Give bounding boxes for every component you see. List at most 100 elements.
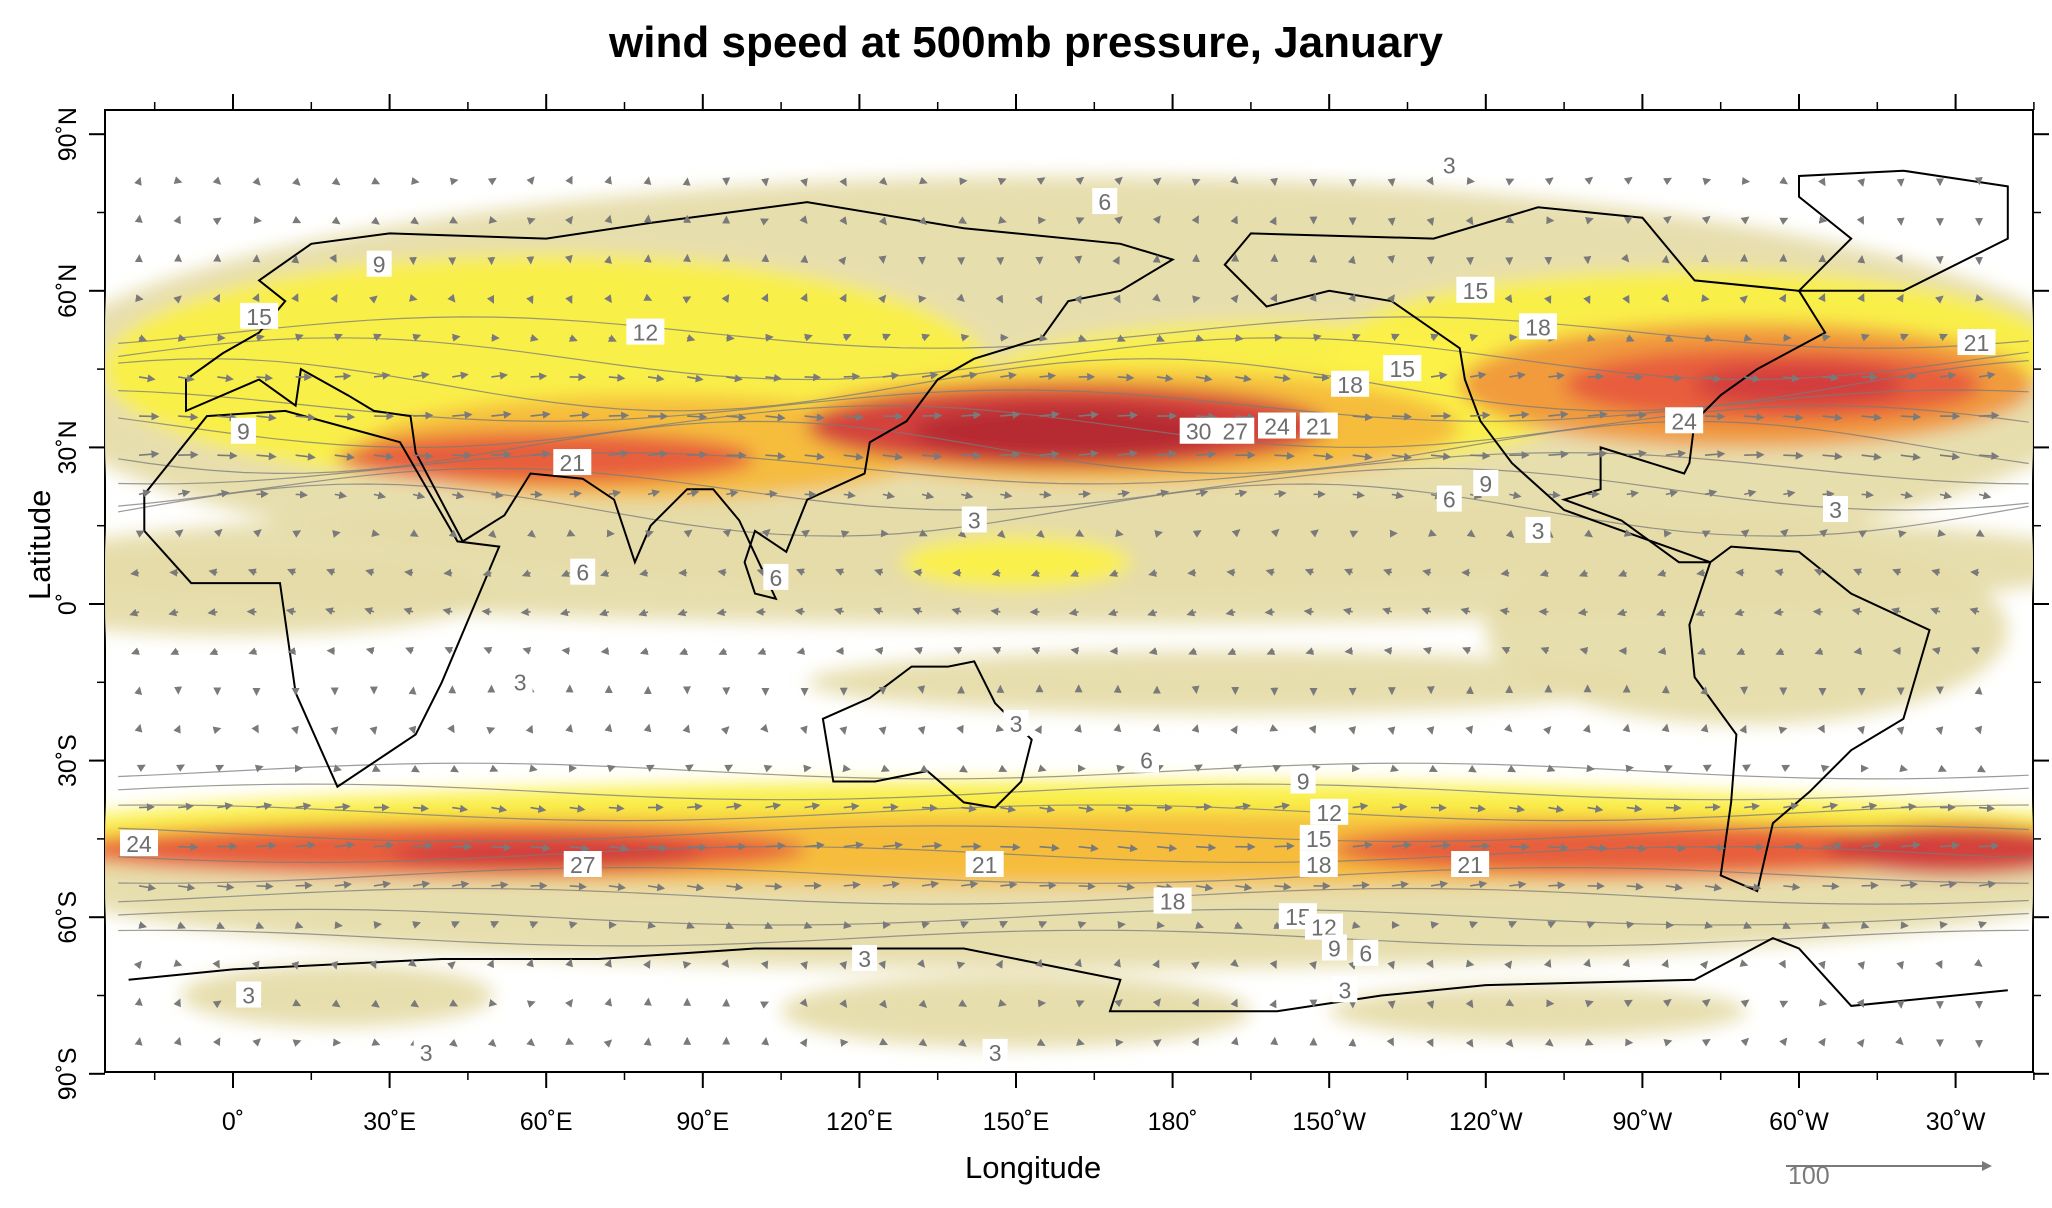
wind-arrow (1460, 607, 1471, 616)
wind-arrow (1892, 568, 1902, 576)
wind-arrow (1274, 882, 1292, 891)
wind-arrow (1231, 529, 1241, 538)
wind-arrow (452, 880, 470, 889)
wind-arrow (716, 608, 727, 617)
wind-arrow (800, 177, 808, 187)
wind-arrow (961, 491, 974, 500)
wind-arrow (1819, 529, 1828, 538)
contour-label-bg (230, 417, 256, 444)
wind-arrow (956, 961, 966, 970)
wind-arrow (1000, 843, 1021, 852)
wind-arrow (1191, 998, 1199, 1008)
wind-arrow (409, 529, 419, 537)
y-tick-label: 90˚N (54, 107, 82, 161)
wind-arrow (960, 921, 969, 929)
wind-arrow (1116, 334, 1126, 342)
wind-arrow (442, 607, 453, 616)
wind-arrow (1313, 333, 1322, 342)
wind-arrow (217, 802, 234, 811)
wind-arrow (1387, 726, 1396, 736)
wind-arrow (765, 882, 783, 891)
wind-arrow (138, 450, 160, 459)
wind-arrow (878, 960, 886, 970)
contour-label-bg (1957, 329, 1996, 355)
wind-arrow (1548, 843, 1569, 852)
wind-arrow (1235, 883, 1253, 892)
wind-arrow (1391, 841, 1413, 850)
wind-arrow (1344, 568, 1353, 576)
wind-arrow (1548, 450, 1569, 459)
wind-arrow (1930, 607, 1941, 615)
wind-arrow (1030, 569, 1040, 577)
wind-arrow (1896, 293, 1904, 303)
wind-arrow (1739, 295, 1748, 304)
wind-arrow (1465, 1038, 1474, 1048)
wind-arrow (760, 218, 770, 226)
wind-arrow (1861, 413, 1882, 422)
contour-label: 3 (1443, 153, 1456, 179)
wind-arrow (1039, 490, 1052, 499)
wind-arrow (329, 253, 337, 263)
wind-arrow (1387, 178, 1396, 187)
wind-arrow (882, 333, 891, 342)
wind-arrow (1269, 960, 1277, 969)
contour-label-bg (1353, 939, 1379, 966)
contour-label: 3 (989, 1040, 1002, 1066)
contour-label: 15 (1463, 278, 1489, 304)
wind-arrow (1734, 608, 1745, 617)
wind-arrow (1230, 725, 1238, 735)
wind-arrow (1430, 333, 1440, 342)
wind-arrow (1779, 176, 1789, 185)
map-title: wind speed at 500mb pressure, January (609, 18, 1443, 67)
wind-arrow (1387, 255, 1395, 264)
wind-arrow (1077, 921, 1087, 929)
wind-arrow (1342, 607, 1353, 616)
wind-arrow (407, 958, 417, 967)
wind-arrow (1696, 647, 1706, 655)
wind-arrow (608, 804, 625, 813)
wind-arrow (1391, 491, 1405, 500)
wind-arrow (882, 803, 899, 812)
wind-arrow (804, 373, 822, 382)
wind-arrow (804, 841, 825, 850)
wind-arrow (1978, 491, 1992, 500)
wind-arrow (1817, 960, 1826, 970)
wind-arrow (529, 764, 538, 773)
wind-arrow (1500, 568, 1510, 577)
wind-arrow (918, 216, 928, 225)
wind-arrow (449, 216, 459, 224)
wind-arrow (1935, 960, 1943, 969)
wind-arrow (1154, 530, 1163, 538)
wind-arrow (1857, 725, 1865, 735)
wind-arrow (334, 841, 356, 850)
wind-arrow (799, 215, 808, 225)
wind-arrow (1577, 608, 1588, 617)
wind-arrow (726, 883, 744, 891)
wind-arrow (1740, 529, 1750, 538)
wind-arrow (209, 647, 219, 655)
wind-arrow (600, 569, 610, 577)
wind-arrow (1193, 764, 1203, 772)
wind-arrow (1235, 374, 1252, 383)
wind-arrow (1974, 725, 1983, 735)
wind-arrow (1978, 880, 1997, 889)
wind-arrow (491, 371, 508, 380)
wind-arrow (331, 999, 341, 1008)
wind-arrow (1857, 961, 1865, 970)
contour-label-bg (1092, 188, 1118, 215)
wind-arrow (687, 374, 704, 383)
wind-arrow (1230, 1036, 1239, 1046)
wind-arrow (1034, 958, 1043, 968)
wind-arrow (1701, 998, 1711, 1008)
wind-arrow (488, 999, 498, 1007)
wind-arrow (1390, 333, 1400, 342)
wind-arrow (686, 334, 696, 342)
wind-arrow (444, 647, 454, 655)
wind-arrow (687, 802, 703, 811)
wind-arrow (843, 452, 864, 461)
contour-label: 21 (1457, 852, 1483, 878)
wind-arrow (1196, 412, 1217, 421)
wind-arrow (1309, 960, 1317, 970)
wind-arrow (1817, 724, 1825, 734)
wind-arrow (760, 960, 769, 970)
